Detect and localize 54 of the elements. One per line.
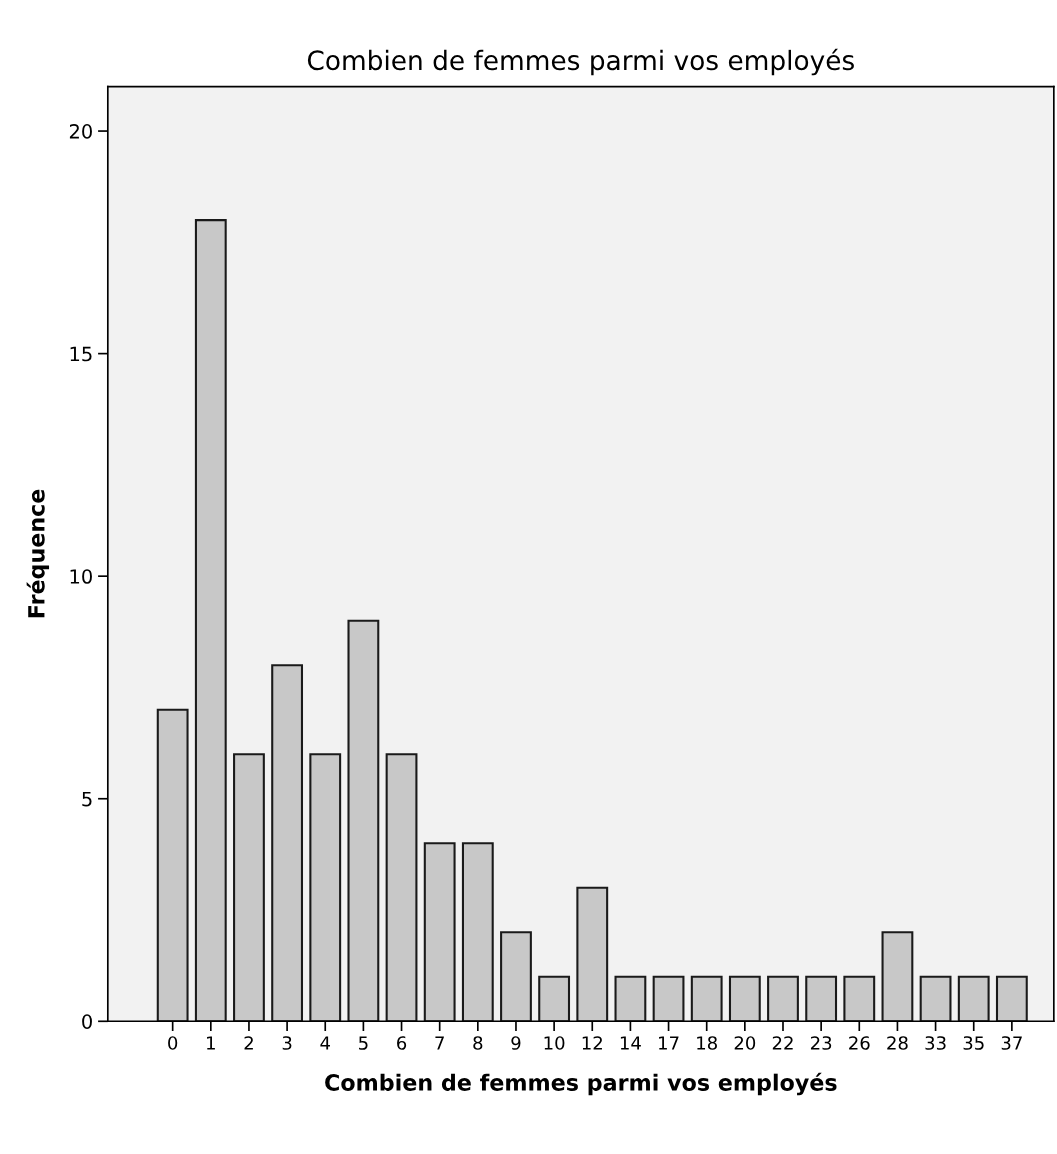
- x-tick-label: 9: [511, 1036, 521, 1050]
- x-tick-label: 0: [168, 1036, 178, 1050]
- bar: [385, 753, 418, 1022]
- y-tick-label: 15: [70, 346, 92, 362]
- x-tick-label: 7: [435, 1036, 444, 1050]
- y-tick-label: 20: [69, 124, 92, 139]
- x-tick-label: 6: [397, 1036, 407, 1050]
- bar: [614, 975, 647, 1022]
- x-tick-label: 3: [282, 1036, 292, 1050]
- x-tick-label: 1: [207, 1036, 215, 1050]
- x-tick-label: 37: [1001, 1036, 1022, 1050]
- y-tick-label: 5: [82, 791, 92, 807]
- x-axis-title: Combien de femmes parmi vos employés: [325, 1072, 837, 1096]
- y-tick-label: 10: [70, 569, 92, 584]
- x-tick-label: 2: [244, 1036, 253, 1050]
- bar: [271, 664, 304, 1022]
- bar: [767, 975, 799, 1022]
- chart-title: Combien de femmes parmi vos employés: [307, 48, 854, 76]
- y-tick-label: 0: [82, 1014, 92, 1029]
- bar: [461, 842, 494, 1022]
- bar: [690, 975, 723, 1022]
- x-tick-label: 5: [359, 1036, 368, 1050]
- x-tick-label: 18: [697, 1036, 717, 1050]
- bar: [576, 886, 609, 1022]
- bar: [538, 975, 571, 1022]
- x-tick-label: 8: [473, 1036, 483, 1050]
- x-tick-label: 4: [320, 1036, 330, 1050]
- bar: [233, 753, 265, 1022]
- bar: [805, 975, 838, 1022]
- bar: [194, 219, 227, 1022]
- x-tick-label: 20: [734, 1036, 756, 1050]
- bar: [500, 931, 532, 1022]
- x-tick-label: 10: [544, 1036, 565, 1050]
- bar: [919, 975, 952, 1022]
- bar: [995, 975, 1028, 1022]
- bar: [423, 842, 456, 1022]
- x-tick-label: 23: [810, 1036, 832, 1050]
- bar: [843, 975, 876, 1022]
- x-tick-label: 35: [963, 1036, 984, 1050]
- bar: [156, 708, 189, 1022]
- bar: [309, 753, 342, 1022]
- bar: [728, 975, 761, 1022]
- x-tick-label: 17: [659, 1036, 679, 1050]
- x-tick-label: 33: [925, 1036, 946, 1050]
- bar: [652, 975, 685, 1022]
- x-tick-label: 14: [620, 1036, 641, 1050]
- x-tick-label: 22: [772, 1036, 793, 1050]
- bar: [347, 619, 380, 1022]
- y-axis-title: Fréquence: [26, 489, 50, 618]
- bar: [957, 975, 990, 1022]
- bar: [881, 931, 914, 1022]
- x-tick-label: 12: [582, 1036, 602, 1050]
- x-tick-label: 28: [887, 1036, 908, 1050]
- x-tick-label: 26: [849, 1036, 870, 1050]
